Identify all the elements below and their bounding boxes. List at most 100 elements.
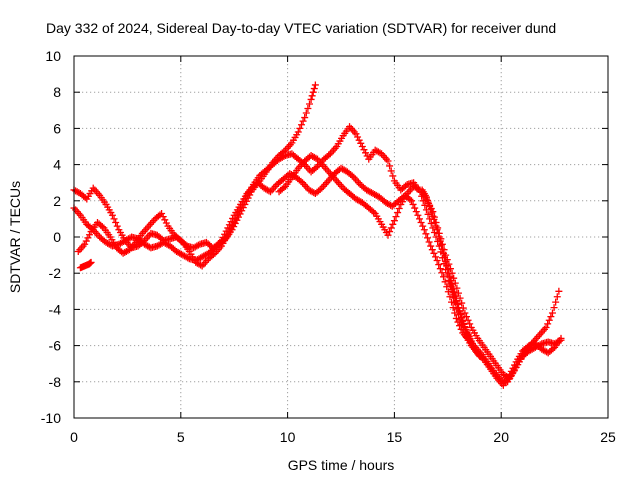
data-point [428,209,436,217]
data-point [316,185,324,193]
data-point [436,265,444,273]
data-point [433,226,441,234]
data-point [236,210,244,218]
data-point [407,197,415,205]
data-point [294,128,302,136]
data-point [110,215,118,223]
data-point [451,279,459,287]
data-point [395,204,403,212]
data-point [434,229,442,237]
data-point [411,204,419,212]
x-tick-label: 20 [493,429,509,445]
data-point [448,298,456,306]
data-point [432,253,440,261]
data-point [425,200,433,208]
data-point [424,234,432,242]
data-point [458,299,466,307]
data-point [414,211,422,219]
y-tick-label: 6 [53,120,61,136]
y-tick-label: 2 [53,193,61,209]
data-point [454,289,462,297]
data-point [427,219,435,227]
data-point [112,219,120,227]
data-point [426,203,434,211]
data-point [454,304,462,312]
data-point [550,304,558,312]
data-point [227,218,235,226]
data-point [194,241,202,249]
data-point [224,224,232,232]
data-point [81,194,89,202]
y-tick-label: -4 [49,301,62,317]
data-point [445,269,453,277]
data-point [389,172,397,180]
data-point [557,336,565,344]
data-point [442,257,450,265]
data-point [234,213,242,221]
data-point [422,193,430,201]
data-point [406,195,414,203]
grid-lines [74,56,608,418]
data-point [441,278,449,286]
chart-title: Day 332 of 2024, Sidereal Day-to-day VTE… [46,20,556,36]
data-point [457,310,465,318]
data-point [466,320,474,328]
data-point [548,309,556,317]
data-point [451,294,459,302]
data-point [309,88,317,96]
data-point [370,208,378,216]
data-point [447,276,455,284]
data-point [436,237,444,245]
y-tick-label: -2 [49,265,62,281]
data-point [241,200,249,208]
data-point [161,216,169,224]
data-point [424,196,432,204]
data-point [475,351,483,359]
data-point [87,258,95,266]
data-point [354,133,362,141]
data-point [392,213,400,221]
data-point [430,249,438,257]
data-point [360,146,368,154]
data-point [394,209,402,217]
data-point [456,322,464,330]
y-tick-label: -10 [41,410,61,426]
data-point [108,211,116,219]
y-tick-label: 10 [45,48,61,64]
data-point [432,222,440,230]
data-point [242,197,250,205]
data-point [453,300,461,308]
data-point [412,208,420,216]
data-point [302,109,310,117]
data-point [437,241,445,249]
data-point [476,352,484,360]
data-point [433,257,441,265]
data-point [450,291,458,299]
data-point [542,324,550,331]
data-point [386,162,394,170]
y-tick-label: -6 [49,338,62,354]
x-tick-label: 5 [177,429,185,445]
x-tick-label: 25 [600,429,616,445]
data-point [238,207,246,215]
data-point [362,149,370,157]
data-point [435,261,443,269]
data-point [428,246,436,254]
data-point [301,114,309,122]
data-point [348,172,356,180]
x-tick-label: 10 [280,429,296,445]
y-tick-label: 4 [53,157,61,173]
data-point [414,185,422,193]
data-point [429,212,437,220]
axis-ticks: 0 5 10 15 20 25 -10 -8 -6 -4 -2 0 2 4 6 8 10 [41,48,616,445]
data-point [415,215,423,223]
data-point [459,316,467,324]
y-tick-label: -8 [49,374,62,390]
data-point [425,238,433,246]
data-point [438,245,446,253]
data-point [159,213,167,221]
data-point [312,164,320,172]
data-point [547,313,555,321]
data-point [305,100,313,108]
